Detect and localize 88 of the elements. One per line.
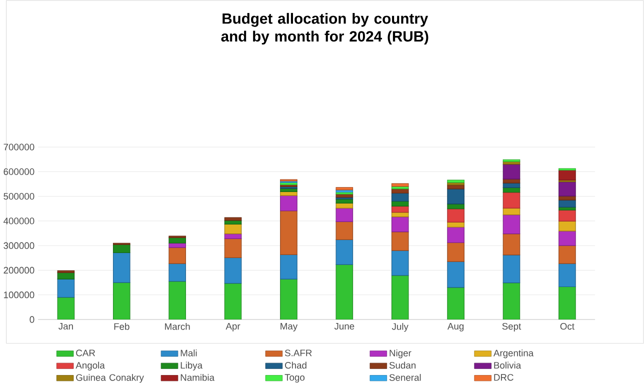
bar (502, 233, 520, 256)
bar (502, 214, 520, 234)
legend-label: CAR (76, 350, 96, 356)
bar (112, 252, 130, 283)
bar (558, 200, 576, 208)
bar (502, 282, 520, 320)
bar (280, 210, 298, 255)
bar (280, 254, 298, 280)
x-tick-label: June (334, 322, 354, 330)
legend-label: Bolivia (494, 362, 522, 369)
bar (224, 282, 242, 320)
bar (447, 242, 464, 262)
bar (391, 200, 409, 206)
x-tick-label: Sept (502, 322, 522, 332)
y-tick-label: 0 (30, 316, 34, 323)
bar (224, 224, 242, 234)
y-tick-label: 300000 (4, 242, 34, 249)
legend-label: Mali (180, 349, 197, 356)
bar (558, 196, 576, 200)
y-tick-label: 600000 (4, 168, 34, 175)
legend-label: S.AFR (284, 350, 312, 356)
x-tick-label: May (280, 322, 298, 332)
bar (558, 210, 576, 222)
bar (558, 170, 576, 180)
bar (168, 247, 186, 264)
bar (447, 208, 464, 222)
legend-label: Togo (284, 374, 305, 382)
bar (447, 184, 464, 190)
bar (391, 206, 409, 213)
legend-label: Namibia (180, 374, 215, 381)
bar (57, 272, 75, 280)
legend-label: Argentina (493, 349, 534, 358)
y-tick-label: 700000 (4, 144, 34, 150)
bar (168, 280, 186, 320)
bar (391, 216, 409, 232)
y-tick-label: 200000 (4, 266, 34, 274)
bar (168, 263, 186, 282)
bar (391, 183, 409, 187)
bar (336, 221, 354, 240)
x-tick-label: Apr (226, 322, 240, 332)
bar (336, 208, 354, 222)
bar (447, 226, 464, 243)
bar (336, 239, 354, 265)
bar (558, 263, 576, 287)
legend-label: Guinea Conakry (76, 374, 144, 383)
bar (391, 192, 409, 202)
bar (447, 188, 464, 204)
bar (558, 181, 576, 196)
x-tick-label: July (392, 322, 408, 332)
chart-title: Budget allocation by country and by month for 2024 (RUB) (221, 12, 428, 44)
x-tick-label: March (165, 322, 190, 330)
bar (112, 244, 130, 253)
bar (447, 180, 464, 183)
bar (502, 164, 520, 180)
x-tick-label: Jan (58, 322, 73, 330)
x-tick-label: Feb (114, 322, 130, 330)
bar (391, 250, 409, 276)
bar (391, 231, 409, 251)
legend-label: DRC (494, 374, 514, 381)
bar (558, 220, 576, 232)
bar (558, 230, 576, 246)
bar (280, 195, 298, 212)
legend-label: Niger (390, 349, 412, 358)
bar (168, 242, 186, 248)
bar (502, 254, 520, 283)
legend-label: Libya (180, 362, 203, 370)
bar (336, 202, 354, 208)
x-tick-label: Oct (560, 322, 574, 330)
bar (447, 222, 464, 228)
bar (224, 217, 242, 221)
y-tick-label: 400000 (4, 218, 34, 224)
y-tick-label: 500000 (4, 192, 34, 200)
bar (502, 192, 520, 208)
bar (224, 257, 242, 284)
y-tick-label: 100000 (4, 291, 34, 298)
bar (280, 191, 298, 196)
legend-label: Sudan (389, 362, 416, 369)
legend-label: Angola (76, 362, 105, 370)
legend-label: Seneral (389, 374, 421, 381)
bar (57, 278, 75, 298)
bar (168, 237, 186, 244)
bar (391, 212, 409, 217)
bar (224, 238, 242, 258)
x-tick-label: Aug (447, 322, 464, 332)
bar (447, 261, 464, 288)
legend-label: Chad (285, 362, 306, 369)
bar (336, 187, 354, 190)
bar (558, 245, 576, 264)
